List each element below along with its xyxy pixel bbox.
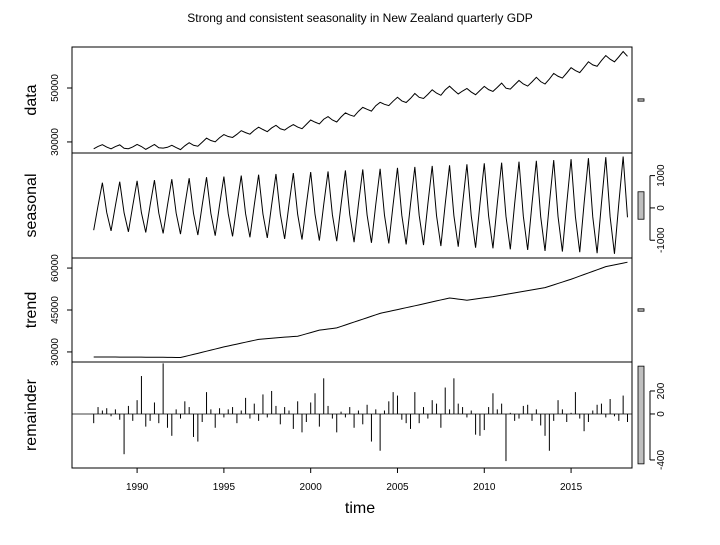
y-tick-label: 45000 [50,296,61,324]
x-tick-label: 2010 [473,482,496,493]
panel-label: remainder [23,378,40,451]
panel-label: trend [23,292,40,328]
chart-title: Strong and consistent seasonality in New… [187,11,533,25]
scale-bar [637,191,645,220]
y-tick-label: 200 [656,382,667,399]
series-line [93,156,628,254]
x-axis-label: time [345,500,375,517]
y-tick-label: 1000 [656,164,667,187]
panel-label: seasonal [23,173,40,237]
scale-bar [637,98,645,102]
x-tick-label: 2015 [560,482,583,493]
scale-bar [637,308,645,312]
x-tick-label: 2005 [386,482,409,493]
y-tick-label: 0 [656,411,667,417]
panel-frame [71,152,633,259]
panel-label: data [23,84,40,115]
y-tick-label: -400 [656,450,667,470]
panel-frame [71,46,633,154]
y-tick-label: 50000 [50,74,61,102]
x-tick-label: 1990 [126,482,149,493]
panel-frame [71,361,633,469]
y-tick-label: 60000 [50,254,61,282]
x-tick-label: 1995 [213,482,236,493]
y-tick-label: -1000 [656,227,667,253]
panel-frame [71,257,633,363]
series-line [93,261,628,359]
scale-bar [637,365,645,465]
y-tick-label: 0 [656,205,667,211]
y-tick-label: 30000 [50,338,61,366]
x-tick-label: 2000 [300,482,323,493]
series-line [93,50,628,151]
y-tick-label: 30000 [50,128,61,156]
